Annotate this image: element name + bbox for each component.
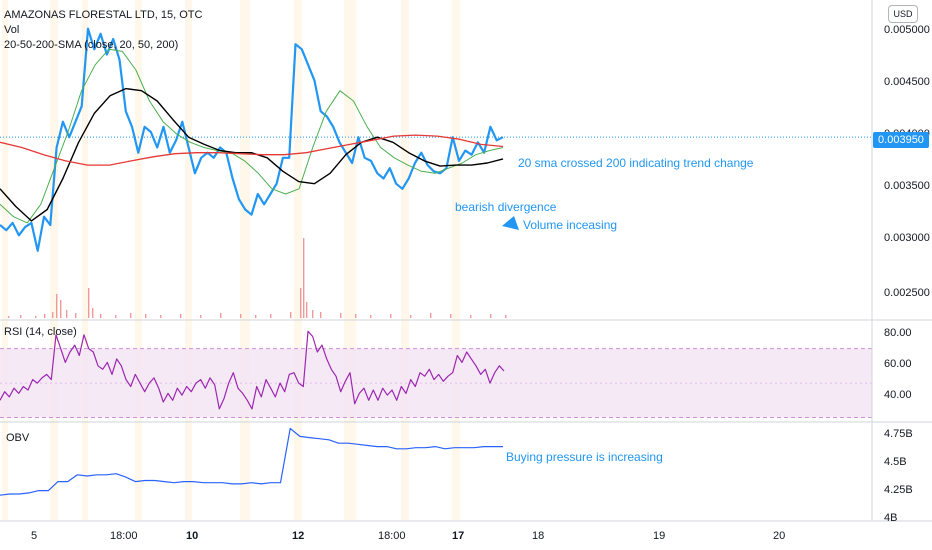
volume-bar [312,310,314,318]
volume-bar [56,294,58,318]
sma20-line [0,48,504,224]
volume-bar [290,312,292,318]
price-tick-label: 0.002500 [884,287,930,299]
volume-bar [8,316,10,318]
axes-layer [0,0,932,522]
volume-bar [200,315,202,318]
obv-tick-label: 4.75B [884,428,913,440]
volume-bar [160,315,162,318]
volume-bar [92,308,94,318]
volume-bar [35,316,37,318]
time-tick-label: 17 [452,530,465,542]
volume-bar [100,314,102,318]
volume-bar [180,314,182,318]
rsi-tick-label: 80.00 [884,327,912,339]
volume-bar [410,315,412,318]
obv-line [0,427,503,496]
session-band [240,0,250,520]
rsi-pane[interactable] [0,330,872,419]
session-band [82,0,88,520]
volume-bar [370,315,372,318]
sma50-line [0,87,504,222]
time-tick-label: 10 [186,530,199,542]
price-pane[interactable] [0,27,872,318]
annotation-bearish-divergence: bearish divergence [455,200,557,214]
volume-bar [88,288,90,318]
price-tick-label: 0.005000 [884,24,930,36]
session-band [452,0,460,520]
rsi-line [0,330,505,410]
volume-bar [20,315,22,318]
volume-bar [255,315,257,318]
currency-button[interactable]: USD [888,5,918,23]
volume-bar [240,314,242,318]
price-tick-label: 0.004500 [884,76,930,88]
time-tick-label: 19 [653,530,666,542]
time-tick-label: 12 [292,530,305,542]
volume-bar [52,312,54,318]
volume-bar [470,315,472,318]
volume-bar [130,313,132,318]
rsi-tick-label: 40.00 [884,389,912,401]
obv-tick-label: 4B [884,512,898,524]
annotation-trend-change: 20 sma crossed 200 indicating trend chan… [518,156,754,170]
session-band [401,0,409,520]
volume-bar [75,313,77,318]
volume-bar [430,313,432,318]
session-band [2,0,8,520]
volume-bar [390,314,392,318]
price-line [0,27,504,252]
volume-bar [220,313,222,318]
time-tick-label: 18:00 [378,530,406,542]
volume-bar [303,238,305,318]
volume-bar [450,314,452,318]
price-tick-label: 0.003500 [884,180,930,192]
session-band [50,0,58,520]
time-tick-label: 18:00 [110,530,138,542]
session-band [344,0,356,520]
volume-bar [300,288,302,318]
volume-bar [320,312,322,318]
sma-legend: 20-50-200-SMA (close, 20, 50, 200) [4,39,179,51]
session-band [294,0,302,520]
obv-legend: OBV [6,432,30,444]
volume-legend: Vol [4,24,20,36]
obv-pane[interactable] [0,427,503,496]
volume-bar [145,314,147,318]
annotation-buying-pressure: Buying pressure is increasing [506,450,663,464]
background-layer [2,0,460,520]
volume-bar [505,315,507,318]
current-price-tag: 0.003950 [873,132,929,148]
volume-bar [490,314,492,318]
annotation-volume-increasing: Volume inceasing [523,218,618,232]
session-band [135,0,142,520]
volume-bar [355,314,357,318]
session-band [185,0,192,520]
volume-bar [44,314,46,318]
chart-title: AMAZONAS FLORESTAL LTD, 15, OTC [4,9,203,21]
time-tick-label: 18 [532,530,545,542]
rsi-tick-label: 60.00 [884,358,912,370]
annotation-arrow-icon [502,216,519,230]
volume-bar [340,313,342,318]
rsi-legend: RSI (14, close) [4,326,77,338]
volume-bar [66,310,68,318]
sma200-line [0,134,504,166]
obv-tick-label: 4.25B [884,484,913,496]
volume-bar [270,314,272,318]
volume-bar [60,300,62,318]
obv-tick-label: 4.5B [884,456,907,468]
volume-bar [306,302,308,318]
price-tick-label: 0.003000 [884,232,930,244]
volume-bar [115,315,117,318]
time-tick-label: 5 [31,530,38,542]
time-tick-label: 20 [773,530,786,542]
